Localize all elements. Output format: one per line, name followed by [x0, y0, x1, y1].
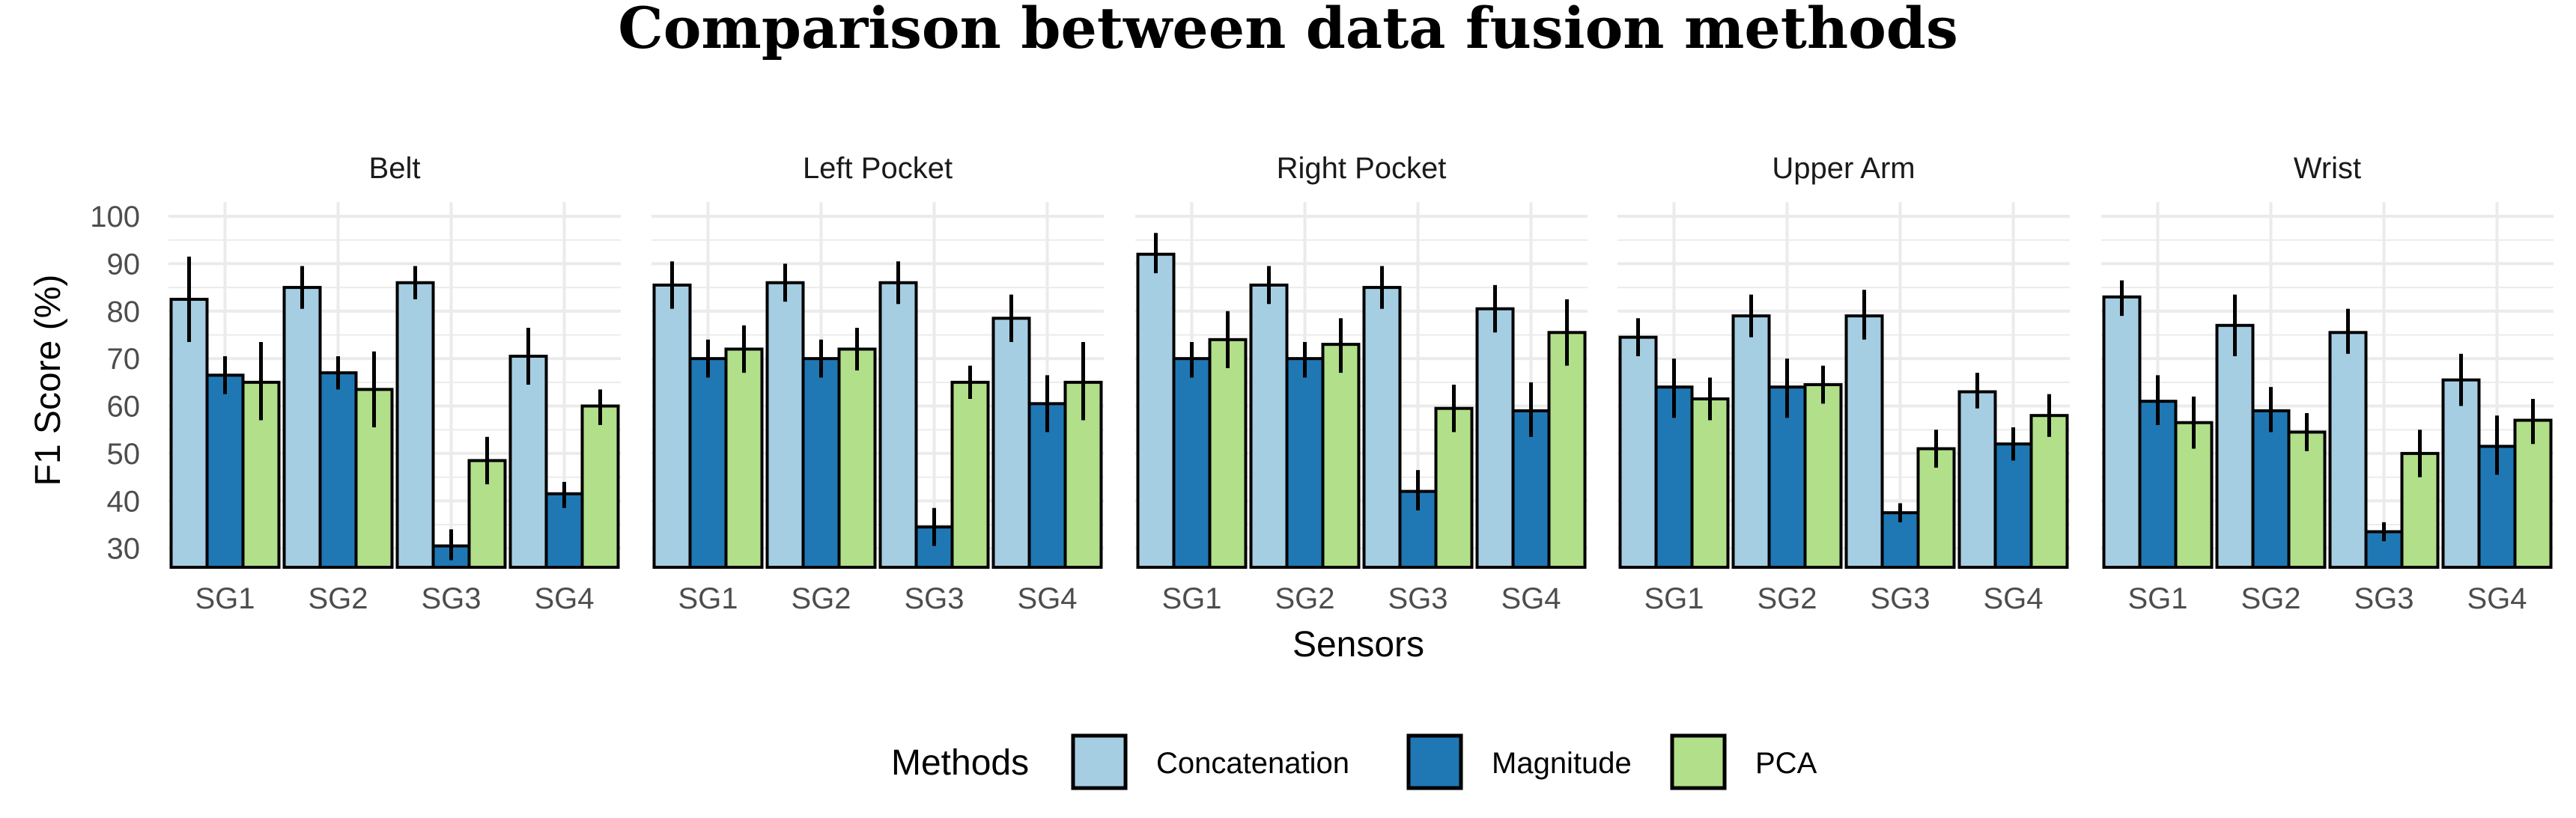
- bar-concatenation-sg4: [1475, 307, 1515, 569]
- bar-concatenation-sg2: [282, 286, 322, 569]
- bar-concatenation-sg4: [1957, 390, 1997, 569]
- x-tick-label: SG1: [678, 582, 738, 615]
- facet-label: Right Pocket: [1277, 152, 1447, 185]
- x-tick-label: SG1: [195, 582, 255, 615]
- legend-key-magnitude: [1406, 733, 1463, 790]
- x-tick-label: SG2: [308, 582, 368, 615]
- x-tick-label: SG2: [2241, 582, 2300, 615]
- bar-magnitude-sg1: [2138, 400, 2178, 569]
- bar-concatenation-sg3: [878, 281, 918, 569]
- bar-concatenation-sg4: [2441, 378, 2481, 569]
- bar-concatenation-sg1: [652, 283, 692, 569]
- x-tick-label: SG4: [1983, 582, 2043, 615]
- bar-concatenation-sg3: [2328, 331, 2368, 569]
- bar-magnitude-sg2: [801, 357, 841, 569]
- bar-concatenation-sg3: [395, 281, 435, 569]
- x-tick-label: SG4: [534, 582, 594, 615]
- bar-magnitude-sg2: [1285, 357, 1325, 569]
- bar-concatenation-sg2: [765, 281, 805, 569]
- x-tick-label: SG1: [2127, 582, 2187, 615]
- facet-panel-belt: Belt SG1 SG2 SG3 SG4: [168, 152, 621, 615]
- bar-pca-sg2: [837, 347, 877, 569]
- bar-magnitude-sg1: [205, 373, 245, 569]
- y-tick-label: 30: [107, 533, 141, 566]
- y-tick-label: 90: [107, 248, 141, 281]
- bar-pca-sg2: [1321, 343, 1361, 569]
- y-tick-label: 60: [107, 391, 141, 424]
- x-tick-label: SG2: [791, 582, 851, 615]
- bar-pca-sg3: [1434, 406, 1474, 569]
- facet-panel-upper-arm: Upper Arm SG1 SG2 SG3 SG4: [1617, 152, 2070, 615]
- legend: Methods Concatenation Magnitude PCA: [891, 733, 1817, 790]
- bar-pca-sg1: [1208, 338, 1248, 569]
- facet-panel-right-pocket: Right Pocket SG1 SG2 SG3 SG4: [1135, 152, 1588, 615]
- legend-label-concatenation: Concatenation: [1156, 747, 1349, 780]
- legend-label-pca: PCA: [1755, 747, 1817, 780]
- legend-label-magnitude: Magnitude: [1492, 747, 1632, 780]
- x-axis-label: Sensors: [1292, 625, 1424, 665]
- y-tick-label: 80: [107, 296, 141, 329]
- bar-pca-sg1: [724, 347, 764, 569]
- x-tick-label: SG3: [1870, 582, 1930, 615]
- legend-key-concatenation: [1071, 733, 1128, 790]
- x-tick-label: SG3: [904, 582, 964, 615]
- bar-concatenation-sg4: [508, 354, 548, 569]
- bar-concatenation-sg1: [2102, 295, 2142, 569]
- x-tick-label: SG4: [1017, 582, 1077, 615]
- x-tick-label: SG3: [2354, 582, 2414, 615]
- x-tick-label: SG4: [1501, 582, 1561, 615]
- bar-magnitude-sg1: [688, 357, 728, 569]
- legend-title: Methods: [891, 743, 1029, 783]
- y-tick-label: 70: [107, 343, 141, 376]
- facet-label: Upper Arm: [1772, 152, 1915, 185]
- bar-concatenation-sg4: [991, 317, 1031, 569]
- bar-pca-sg4: [1547, 331, 1587, 569]
- facet-panel-left-pocket: Left Pocket SG1 SG2 SG3 SG4: [651, 152, 1104, 615]
- bar-concatenation-sg1: [1136, 252, 1176, 569]
- bar-concatenation-sg1: [1618, 335, 1658, 569]
- x-tick-label: SG3: [421, 582, 481, 615]
- bar-concatenation-sg3: [1844, 314, 1884, 569]
- bar-pca-sg2: [2287, 430, 2327, 570]
- facet-label: Belt: [369, 152, 421, 185]
- bar-concatenation-sg2: [1249, 283, 1289, 569]
- y-tick-label: 40: [107, 485, 141, 518]
- bar-pca-sg3: [950, 380, 990, 570]
- bar-concatenation-sg2: [1731, 314, 1771, 569]
- facet-panel-wrist: Wrist SG1 SG2 SG3 SG4: [2101, 152, 2554, 615]
- chart-title: Comparison between data fusion methods: [618, 0, 1958, 61]
- legend-key-pca: [1670, 733, 1727, 790]
- bar-pca-sg4: [2029, 414, 2069, 570]
- bar-concatenation-sg2: [2215, 323, 2255, 569]
- x-tick-label: SG1: [1161, 582, 1221, 615]
- bar-concatenation-sg3: [1362, 286, 1402, 569]
- facet-label: Wrist: [2294, 152, 2361, 185]
- bar-pca-sg4: [2513, 418, 2553, 569]
- x-tick-label: SG2: [1275, 582, 1334, 615]
- x-tick-label: SG4: [2467, 582, 2527, 615]
- x-tick-label: SG1: [1644, 582, 1704, 615]
- bar-pca-sg2: [1803, 383, 1843, 569]
- y-tick-label: 50: [107, 438, 141, 471]
- bar-magnitude-sg4: [1993, 442, 2033, 569]
- bar-magnitude-sg1: [1172, 357, 1212, 569]
- x-tick-label: SG2: [1757, 582, 1817, 615]
- bar-pca-sg4: [580, 404, 620, 569]
- bar-magnitude-sg2: [318, 371, 358, 569]
- bar-magnitude-sg2: [2251, 409, 2291, 569]
- y-tick-label: 100: [90, 201, 140, 234]
- facet-label: Left Pocket: [803, 152, 953, 185]
- y-axis-label: F1 Score (%): [28, 275, 68, 486]
- bar-pca-sg1: [1690, 397, 1730, 570]
- x-tick-label: SG3: [1388, 582, 1448, 615]
